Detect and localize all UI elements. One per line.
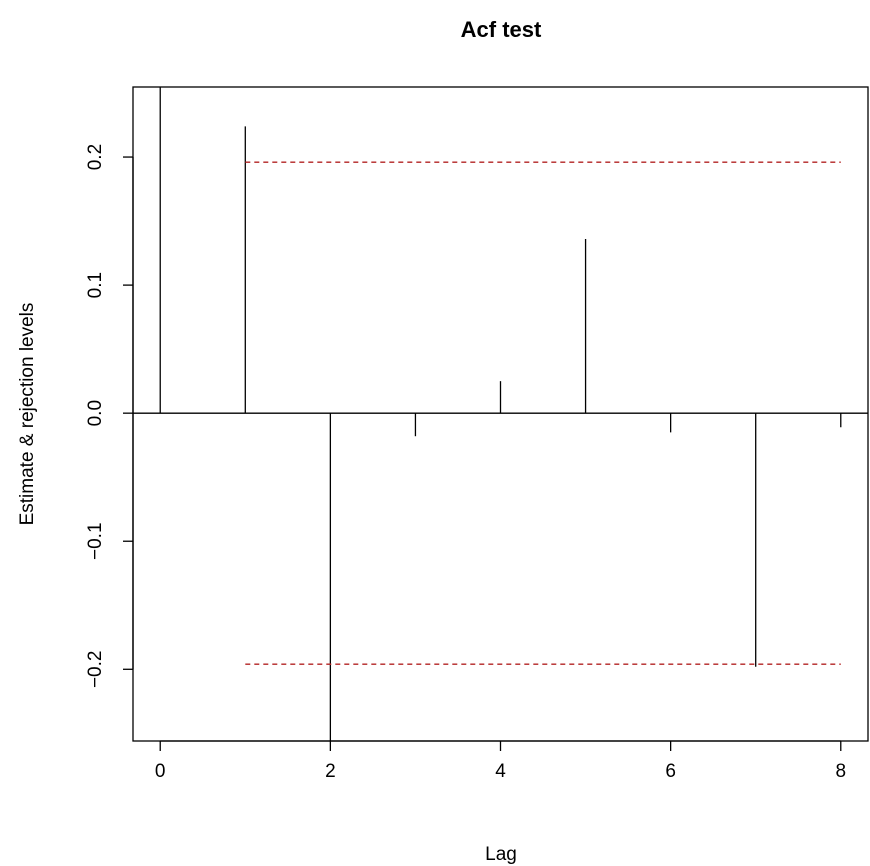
x-axis-label: Lag (485, 844, 517, 865)
y-tick-label: −0.2 (85, 651, 106, 689)
chart-title: Acf test (461, 17, 542, 42)
x-tick-label: 8 (835, 761, 846, 782)
x-tick-label: 6 (665, 761, 676, 782)
x-tick-label: 2 (325, 761, 336, 782)
y-tick-label: 0.1 (85, 272, 106, 298)
x-tick-label: 0 (155, 761, 166, 782)
y-axis-label: Estimate & rejection levels (17, 303, 38, 526)
y-tick-label: 0.2 (85, 144, 106, 170)
y-tick-label: 0.0 (85, 400, 106, 426)
plot-box (132, 86, 869, 742)
y-tick-label: −0.1 (85, 522, 106, 560)
x-tick-label: 4 (495, 761, 506, 782)
plot-area (133, 87, 868, 741)
